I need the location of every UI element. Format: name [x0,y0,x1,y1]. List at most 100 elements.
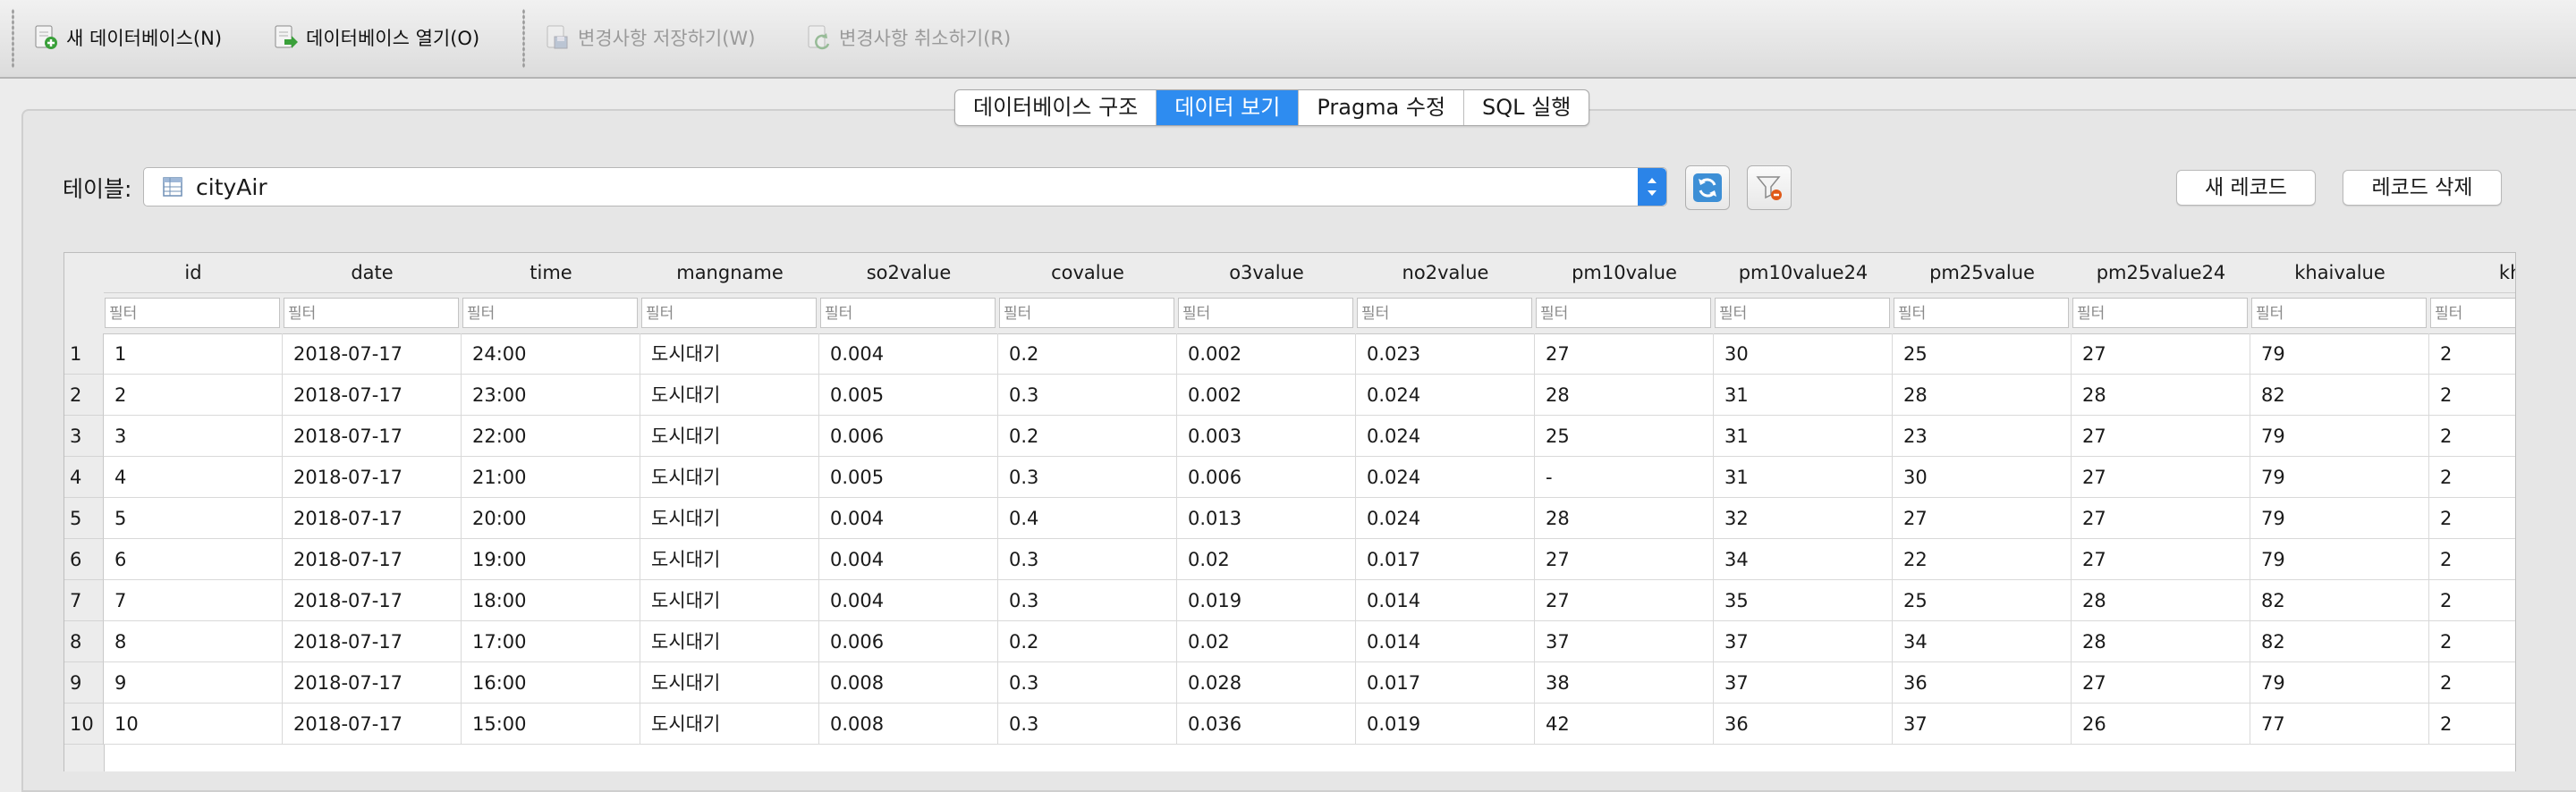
table-select[interactable]: cityAir [143,167,1667,206]
column-header-khaivalue[interactable]: khaivalue [2250,253,2430,293]
row-number[interactable]: 9 [64,662,104,704]
table-cell-pm25value[interactable]: 22 [1893,539,2072,580]
table-cell-date[interactable]: 2018-07-17 [283,539,462,580]
table-cell-no2value[interactable]: 0.017 [1356,539,1535,580]
table-cell-o3value[interactable]: 0.002 [1177,375,1356,416]
table-cell-pm10value[interactable]: 28 [1535,498,1714,539]
table-cell-pm25value24[interactable]: 27 [2072,333,2250,375]
table-cell-so2value[interactable]: 0.008 [819,704,998,745]
column-header-o3value[interactable]: o3value [1177,253,1357,293]
table-cell-no2value[interactable]: 0.014 [1356,621,1535,662]
filter-input-date[interactable]: 필터 [284,298,459,328]
table-cell-pm10value[interactable]: 25 [1535,416,1714,457]
table-cell-covalue[interactable]: 0.2 [998,416,1177,457]
table-cell-time[interactable]: 15:00 [462,704,640,745]
table-cell-o3value[interactable]: 0.006 [1177,457,1356,498]
table-cell-khaivalue[interactable]: 79 [2250,416,2429,457]
tab-database-structure[interactable]: 데이터베이스 구조 [955,90,1157,125]
table-cell-pm25value24[interactable]: 28 [2072,621,2250,662]
table-cell-o3value[interactable]: 0.013 [1177,498,1356,539]
table-cell-khai[interactable]: 2 [2429,580,2515,621]
table-cell-pm25value[interactable]: 25 [1893,333,2072,375]
column-header-so2value[interactable]: so2value [819,253,999,293]
filter-input-so2value[interactable]: 필터 [820,298,996,328]
table-cell-id[interactable]: 3 [104,416,283,457]
filter-input-o3value[interactable]: 필터 [1178,298,1353,328]
row-number[interactable]: 3 [64,416,104,457]
column-header-pm25value[interactable]: pm25value [1893,253,2072,293]
table-cell-no2value[interactable]: 0.024 [1356,457,1535,498]
row-number[interactable]: 2 [64,375,104,416]
table-cell-so2value[interactable]: 0.004 [819,498,998,539]
table-cell-khaivalue[interactable]: 79 [2250,457,2429,498]
table-cell-khaivalue[interactable]: 79 [2250,539,2429,580]
table-cell-time[interactable]: 22:00 [462,416,640,457]
table-cell-pm10value[interactable]: - [1535,457,1714,498]
table-cell-khaivalue[interactable]: 79 [2250,662,2429,704]
table-cell-khai[interactable]: 2 [2429,333,2515,375]
table-cell-so2value[interactable]: 0.004 [819,333,998,375]
table-cell-o3value[interactable]: 0.003 [1177,416,1356,457]
table-cell-covalue[interactable]: 0.3 [998,580,1177,621]
row-number[interactable]: 4 [64,457,104,498]
row-number[interactable]: 6 [64,539,104,580]
table-cell-pm25value24[interactable]: 28 [2072,375,2250,416]
table-cell-khai[interactable]: 2 [2429,621,2515,662]
table-cell-khai[interactable]: 2 [2429,498,2515,539]
table-cell-id[interactable]: 2 [104,375,283,416]
table-cell-no2value[interactable]: 0.024 [1356,416,1535,457]
table-cell-mangname[interactable]: 도시대기 [640,375,819,416]
column-header-mangname[interactable]: mangname [640,253,820,293]
table-cell-pm25value24[interactable]: 28 [2072,580,2250,621]
table-cell-id[interactable]: 7 [104,580,283,621]
table-cell-mangname[interactable]: 도시대기 [640,333,819,375]
table-cell-o3value[interactable]: 0.02 [1177,539,1356,580]
table-cell-date[interactable]: 2018-07-17 [283,662,462,704]
table-cell-covalue[interactable]: 0.3 [998,662,1177,704]
table-cell-covalue[interactable]: 0.3 [998,375,1177,416]
filter-input-pm10value24[interactable]: 필터 [1715,298,1890,328]
table-cell-so2value[interactable]: 0.006 [819,416,998,457]
table-cell-date[interactable]: 2018-07-17 [283,704,462,745]
table-cell-khaivalue[interactable]: 79 [2250,498,2429,539]
column-header-no2value[interactable]: no2value [1356,253,1536,293]
table-cell-pm25value24[interactable]: 27 [2072,498,2250,539]
table-cell-time[interactable]: 16:00 [462,662,640,704]
table-cell-no2value[interactable]: 0.024 [1356,375,1535,416]
table-cell-date[interactable]: 2018-07-17 [283,333,462,375]
table-cell-mangname[interactable]: 도시대기 [640,457,819,498]
table-cell-pm10value24[interactable]: 37 [1714,662,1893,704]
table-cell-khaivalue[interactable]: 79 [2250,333,2429,375]
tab-execute-sql[interactable]: SQL 실행 [1482,95,1572,120]
table-cell-o3value[interactable]: 0.02 [1177,621,1356,662]
column-header-id[interactable]: id [104,253,284,293]
table-cell-time[interactable]: 23:00 [462,375,640,416]
delete-record-button[interactable]: 레코드 삭제 [2343,170,2502,206]
toolbar-grip[interactable] [12,9,14,68]
table-cell-so2value[interactable]: 0.005 [819,457,998,498]
table-cell-pm10value[interactable]: 38 [1535,662,1714,704]
table-cell-pm10value24[interactable]: 31 [1714,375,1893,416]
table-cell-mangname[interactable]: 도시대기 [640,580,819,621]
table-cell-khaivalue[interactable]: 82 [2250,375,2429,416]
column-header-time[interactable]: time [462,253,641,293]
table-cell-pm10value[interactable]: 42 [1535,704,1714,745]
table-cell-no2value[interactable]: 0.023 [1356,333,1535,375]
table-cell-mangname[interactable]: 도시대기 [640,621,819,662]
table-cell-no2value[interactable]: 0.019 [1356,704,1535,745]
table-cell-pm10value24[interactable]: 31 [1714,457,1893,498]
table-cell-pm10value[interactable]: 27 [1535,539,1714,580]
table-cell-id[interactable]: 10 [104,704,283,745]
table-cell-pm25value[interactable]: 36 [1893,662,2072,704]
table-cell-date[interactable]: 2018-07-17 [283,498,462,539]
table-cell-o3value[interactable]: 0.019 [1177,580,1356,621]
table-cell-id[interactable]: 5 [104,498,283,539]
table-cell-mangname[interactable]: 도시대기 [640,498,819,539]
table-cell-date[interactable]: 2018-07-17 [283,416,462,457]
table-cell-pm25value24[interactable]: 27 [2072,662,2250,704]
table-cell-mangname[interactable]: 도시대기 [640,416,819,457]
table-cell-id[interactable]: 8 [104,621,283,662]
table-cell-so2value[interactable]: 0.004 [819,580,998,621]
table-cell-id[interactable]: 1 [104,333,283,375]
table-cell-time[interactable]: 21:00 [462,457,640,498]
